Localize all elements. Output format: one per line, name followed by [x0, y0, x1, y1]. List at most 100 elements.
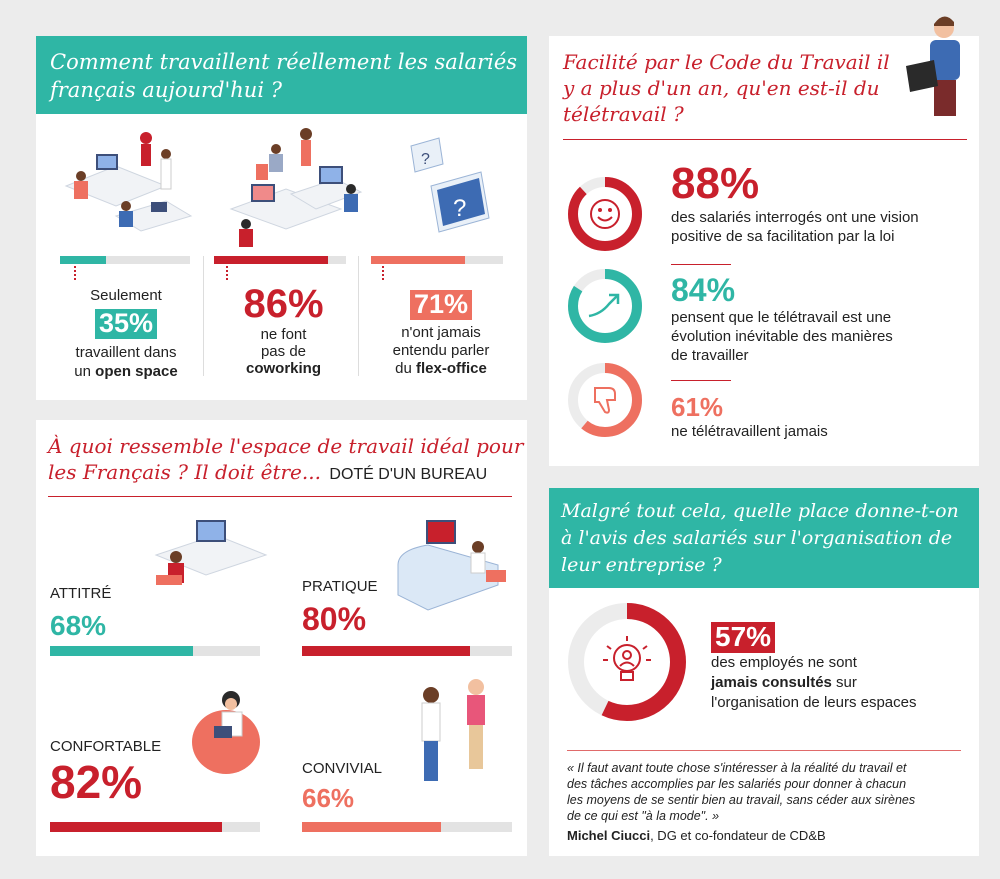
row-divider [671, 264, 731, 265]
divider [358, 256, 359, 376]
stat3-pct: 71% [409, 289, 473, 320]
stat-88-line1: des salariés interrogés ont une vision [671, 209, 919, 226]
stat-88-pct: 88% [671, 159, 760, 208]
item-convivial: CONVIVIAL 66% [302, 760, 382, 814]
panel-employee-opinion: Malgré tout cela, quelle place donne-t-o… [549, 488, 979, 856]
svg-text:?: ? [421, 151, 430, 168]
panel2-title-line2: y a plus d'un an, qu'en est-il du [563, 76, 880, 100]
stat3-line1: n'ont jamais [401, 323, 481, 341]
panel2-title-line1: Facilité par le Code du Travail il [563, 50, 890, 74]
stat-88-line2: positive de sa facilitation par la loi [671, 228, 895, 245]
flex-office-illustration: ? ? [401, 136, 501, 246]
stat2-line1: ne font [260, 326, 307, 343]
item-attitre-bar [50, 646, 260, 656]
quote: « Il faut avant toute chose s'intéresser… [567, 760, 967, 824]
panel3-title-line2: les Français ? Il doit être... [48, 460, 321, 484]
stat-84-line1: pensent que le télétravail est une [671, 309, 892, 326]
stat2-line3: coworking [245, 360, 321, 377]
panel4-title-band: Malgré tout cela, quelle place donne-t-o… [549, 488, 979, 588]
stat2-pct: 86% [243, 282, 324, 326]
stat2-line2: pas de [260, 343, 307, 360]
item-pratique-pct: 80% [302, 601, 367, 637]
panel-work-reality: Comment travaillent réellement les salar… [36, 36, 527, 400]
stat-57-line1: des employés ne sont [711, 653, 857, 671]
stat-88: 88% des salariés interrogés ont une visi… [671, 160, 919, 246]
donut-fill [568, 177, 642, 251]
laptop-man-illustration [904, 10, 974, 120]
panel3-title-suffix: DOTÉ D'UN BUREAU [329, 466, 488, 483]
stat3-line3: du flex-office [395, 359, 487, 377]
item-attitre-label: ATTITRÉ [50, 585, 112, 602]
item-confortable: CONFORTABLE 82% [50, 738, 161, 809]
stat1-bar [60, 256, 190, 264]
panel1-title-line2: français aujourd'hui ? [50, 78, 282, 102]
title-underline [48, 496, 512, 497]
item-convivial-bar [302, 822, 512, 832]
stat3-bar-fill [371, 256, 465, 264]
title-underline [563, 139, 967, 140]
stat-61-line1: ne télétravaillent jamais [671, 423, 828, 440]
panel4-title-line3: leur entreprise ? [561, 554, 722, 576]
pointer-line [74, 266, 76, 280]
pointer-line [382, 266, 384, 280]
quote-line1: « Il faut avant toute chose s'intéresser… [567, 761, 907, 775]
stat-84-line3: de travailler [671, 347, 749, 364]
item-pratique-label: PRATIQUE [302, 578, 378, 595]
stat-57-line3: l'organisation de leurs espaces [711, 693, 917, 711]
stat1-bar-fill [60, 256, 106, 264]
item-convivial-label: CONVIVIAL [302, 760, 383, 777]
quote-divider [567, 750, 961, 751]
stat-coworking: 86% ne font pas de coworking [216, 282, 351, 377]
stat1-pct: 35% [94, 308, 158, 339]
thumbs-down-icon [587, 382, 623, 418]
donut-57 [567, 602, 687, 722]
quote-author: Michel Ciucci, DG et co-fondateur de CD&… [567, 828, 826, 843]
item-confortable-bar-fill [50, 822, 223, 832]
panel1-title-line1: Comment travaillent réellement les salar… [50, 50, 518, 74]
stat-84-pct: 84% [671, 272, 736, 308]
trend-arrow-icon [585, 288, 625, 324]
assigned-desk-illustration [146, 515, 271, 615]
item-attitre-pct: 68% [50, 610, 107, 641]
divider [203, 256, 204, 376]
panel3-title-line2-row: les Français ? Il doit être... DOTÉ D'UN… [48, 460, 487, 484]
item-attitre-bar-fill [50, 646, 193, 656]
donut-88 [567, 176, 643, 252]
stat3-line2: entendu parler [392, 341, 490, 359]
open-space-illustration [56, 126, 196, 256]
coworking-illustration [211, 124, 366, 259]
row-divider [671, 380, 731, 381]
panel1-title-band: Comment travaillent réellement les salar… [36, 36, 527, 114]
practical-desk-illustration [388, 515, 513, 615]
quote-line4: de ce qui est "à la mode". » [567, 809, 720, 823]
item-confortable-label: CONFORTABLE [50, 738, 162, 755]
friendly-people-illustration [406, 675, 501, 785]
smiley-icon [587, 196, 623, 232]
panel2-title-line3: télétravail ? [563, 102, 684, 126]
item-pratique: PRATIQUE 80% [302, 578, 378, 638]
stat2-bar [214, 256, 346, 264]
stat-61: 61% ne télétravaillent jamais [671, 392, 828, 441]
item-confortable-bar [50, 822, 260, 832]
panel-telework: Facilité par le Code du Travail il y a p… [549, 16, 979, 466]
stat-57: 57% des employés ne sont jamais consulté… [711, 621, 917, 713]
item-convivial-bar-fill [302, 822, 441, 832]
pointer-line [226, 266, 228, 280]
stat-flex-office: 71% n'ont jamais entendu parler du flex-… [371, 289, 511, 378]
stat-84: 84% pensent que le télétravail est une é… [671, 272, 893, 365]
quote-line2: des tâches accomplies par les salariés p… [567, 777, 907, 791]
stat-open-space: Seulement 35% travaillent dans un open s… [56, 286, 196, 381]
svg-text:?: ? [453, 195, 466, 222]
item-attitre: ATTITRÉ 68% [50, 585, 111, 642]
stat-57-pct: 57% [711, 621, 776, 653]
panel4-title-line2: à l'avis des salariés sur l'organisation… [561, 527, 953, 549]
panel3-title-line1: À quoi ressemble l'espace de travail idé… [48, 434, 524, 458]
stat-57-line2: jamais consultés sur [711, 673, 857, 691]
stat1-pre: Seulement [90, 287, 162, 304]
stat1-line1: travaillent dans [75, 343, 177, 361]
stat3-bar [371, 256, 503, 264]
item-pratique-bar-fill [302, 646, 470, 656]
panel-ideal-workspace: À quoi ressemble l'espace de travail idé… [36, 420, 527, 856]
donut-fill [568, 269, 642, 343]
item-convivial-pct: 66% [302, 783, 355, 813]
